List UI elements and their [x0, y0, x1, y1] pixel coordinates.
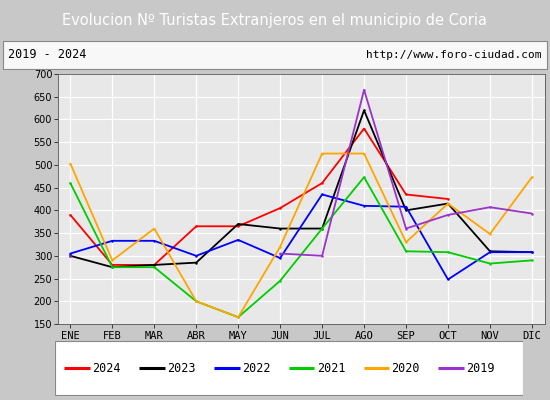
Text: Evolucion Nº Turistas Extranjeros en el municipio de Coria: Evolucion Nº Turistas Extranjeros en el … — [63, 14, 487, 28]
Text: 2023: 2023 — [167, 362, 196, 374]
Text: http://www.foro-ciudad.com: http://www.foro-ciudad.com — [366, 50, 542, 60]
Text: 2019 - 2024: 2019 - 2024 — [8, 48, 87, 62]
FancyBboxPatch shape — [3, 41, 547, 69]
Text: 2024: 2024 — [92, 362, 121, 374]
FancyBboxPatch shape — [55, 341, 522, 395]
Text: 2019: 2019 — [466, 362, 495, 374]
Text: 2022: 2022 — [242, 362, 271, 374]
Text: 2021: 2021 — [317, 362, 345, 374]
Text: 2020: 2020 — [392, 362, 420, 374]
